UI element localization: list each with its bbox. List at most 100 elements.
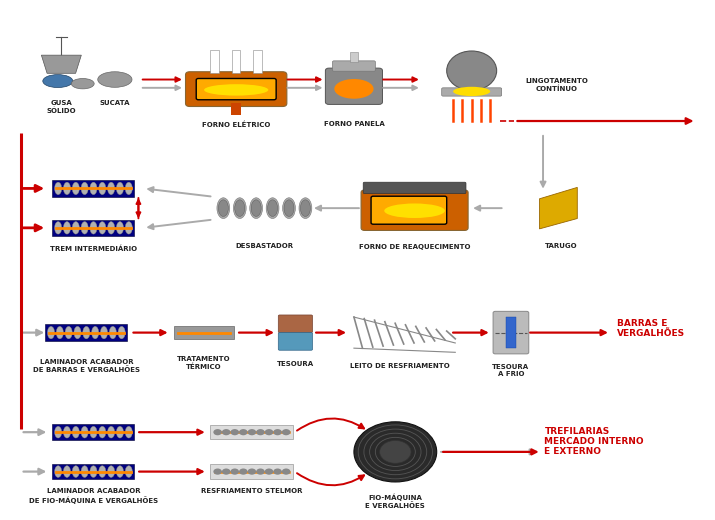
Ellipse shape: [72, 466, 79, 477]
Text: FIO-MÁQUINA
E VERGALHÕES: FIO-MÁQUINA E VERGALHÕES: [365, 493, 425, 509]
Bar: [210, 50, 219, 73]
FancyBboxPatch shape: [210, 425, 293, 439]
Circle shape: [213, 429, 222, 435]
Text: FORNO ELÉTRICO: FORNO ELÉTRICO: [202, 121, 270, 127]
Ellipse shape: [54, 426, 61, 438]
Text: TESOURA
A FRIO: TESOURA A FRIO: [493, 363, 530, 376]
FancyBboxPatch shape: [332, 61, 375, 71]
Text: TRATAMENTO
TÉRMICO: TRATAMENTO TÉRMICO: [177, 356, 231, 370]
Circle shape: [230, 469, 239, 475]
Ellipse shape: [107, 182, 114, 194]
Ellipse shape: [217, 198, 230, 218]
Ellipse shape: [233, 198, 246, 218]
Ellipse shape: [54, 222, 61, 234]
Circle shape: [273, 429, 282, 435]
Circle shape: [222, 469, 230, 475]
Ellipse shape: [384, 203, 445, 218]
Text: DESBASTADOR: DESBASTADOR: [236, 243, 294, 250]
Ellipse shape: [117, 222, 124, 234]
Ellipse shape: [204, 84, 268, 96]
Text: TESOURA: TESOURA: [277, 361, 314, 367]
Text: TREM INTERMEDIÁRIO: TREM INTERMEDIÁRIO: [50, 245, 137, 252]
FancyBboxPatch shape: [361, 190, 468, 230]
Circle shape: [222, 429, 230, 435]
Ellipse shape: [99, 222, 106, 234]
Ellipse shape: [64, 466, 71, 477]
Text: TREFILARIAS
MERCADO INTERNO
E EXTERNO: TREFILARIAS MERCADO INTERNO E EXTERNO: [544, 426, 644, 457]
FancyBboxPatch shape: [278, 315, 312, 333]
Text: LEITO DE RESFRIAMENTO: LEITO DE RESFRIAMENTO: [350, 362, 450, 369]
Ellipse shape: [266, 198, 279, 218]
Ellipse shape: [267, 200, 277, 216]
Ellipse shape: [72, 79, 94, 89]
Ellipse shape: [250, 198, 262, 218]
Ellipse shape: [90, 466, 97, 477]
Ellipse shape: [90, 222, 97, 234]
Ellipse shape: [218, 200, 228, 216]
Ellipse shape: [284, 200, 294, 216]
FancyBboxPatch shape: [52, 424, 134, 440]
FancyBboxPatch shape: [196, 79, 276, 100]
Ellipse shape: [117, 182, 124, 194]
Ellipse shape: [447, 51, 497, 90]
Bar: [350, 51, 358, 62]
Bar: [232, 50, 240, 73]
Circle shape: [265, 469, 273, 475]
Circle shape: [354, 422, 437, 482]
Polygon shape: [41, 55, 82, 73]
FancyBboxPatch shape: [442, 88, 502, 96]
Ellipse shape: [300, 200, 310, 216]
Ellipse shape: [72, 222, 79, 234]
Circle shape: [273, 469, 282, 475]
Ellipse shape: [64, 182, 71, 194]
Circle shape: [213, 469, 222, 475]
Ellipse shape: [117, 426, 124, 438]
Ellipse shape: [100, 327, 107, 339]
Ellipse shape: [251, 200, 261, 216]
Circle shape: [256, 469, 265, 475]
Ellipse shape: [125, 182, 132, 194]
Ellipse shape: [109, 327, 117, 339]
Circle shape: [247, 469, 256, 475]
Ellipse shape: [118, 327, 125, 339]
Ellipse shape: [335, 79, 373, 99]
Ellipse shape: [74, 327, 81, 339]
Ellipse shape: [99, 466, 106, 477]
Ellipse shape: [107, 222, 114, 234]
Ellipse shape: [81, 182, 88, 194]
Text: GUSA
SÓLIDO: GUSA SÓLIDO: [46, 100, 77, 114]
FancyBboxPatch shape: [493, 311, 529, 354]
Ellipse shape: [65, 327, 72, 339]
Ellipse shape: [90, 426, 97, 438]
FancyBboxPatch shape: [52, 219, 134, 236]
Bar: [231, 103, 241, 115]
Ellipse shape: [453, 87, 490, 96]
Ellipse shape: [90, 182, 97, 194]
Ellipse shape: [125, 466, 132, 477]
Text: FORNO PANELA: FORNO PANELA: [324, 121, 384, 127]
FancyBboxPatch shape: [174, 326, 234, 340]
FancyBboxPatch shape: [363, 182, 466, 193]
Ellipse shape: [64, 426, 71, 438]
Polygon shape: [540, 187, 577, 229]
FancyBboxPatch shape: [185, 72, 287, 107]
Ellipse shape: [92, 327, 99, 339]
Ellipse shape: [47, 327, 54, 339]
Text: RESFRIAMENTO STELMOR: RESFRIAMENTO STELMOR: [201, 488, 302, 494]
Ellipse shape: [235, 200, 245, 216]
Ellipse shape: [81, 426, 88, 438]
Circle shape: [256, 429, 265, 435]
Ellipse shape: [54, 466, 61, 477]
Ellipse shape: [64, 222, 71, 234]
Ellipse shape: [99, 426, 106, 438]
Bar: [506, 317, 516, 348]
Text: BARRAS E
VERGALHÕES: BARRAS E VERGALHÕES: [616, 319, 685, 338]
FancyBboxPatch shape: [45, 324, 127, 341]
Circle shape: [282, 469, 290, 475]
Ellipse shape: [43, 74, 73, 87]
Circle shape: [239, 469, 247, 475]
Circle shape: [230, 429, 239, 435]
Text: SUCATA: SUCATA: [99, 100, 130, 106]
Ellipse shape: [72, 426, 79, 438]
Circle shape: [239, 429, 247, 435]
